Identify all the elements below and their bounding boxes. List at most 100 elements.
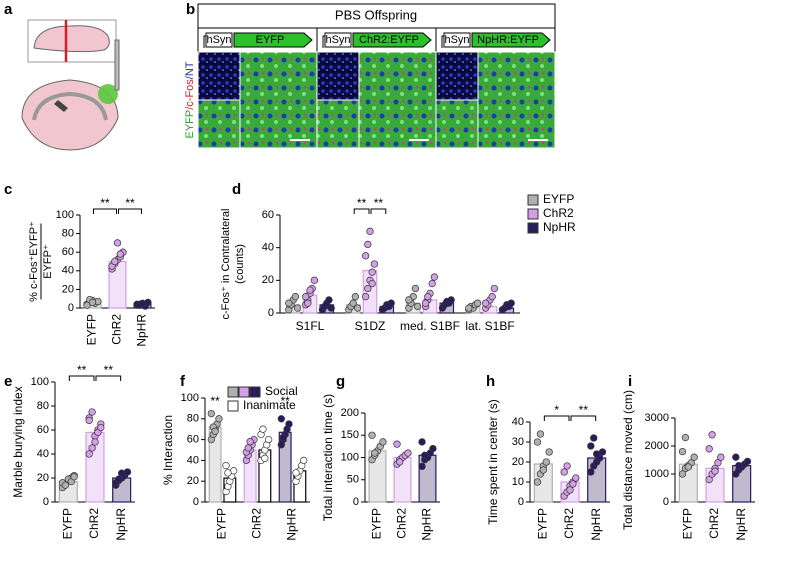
x-tick-label: ChR2 (395, 508, 409, 539)
data-point (301, 293, 310, 301)
legend-swatch (227, 386, 239, 398)
y-tick-label: 80 (62, 228, 74, 240)
panel-letter: f (180, 373, 186, 390)
panel-b-header (197, 3, 556, 29)
data-point (404, 449, 412, 457)
y-tick-label: 40 (512, 416, 524, 428)
data-point (593, 450, 601, 458)
data-point (587, 442, 595, 450)
data-point (368, 268, 376, 276)
significance-label: ** (125, 196, 135, 210)
data-point (572, 474, 580, 482)
side-label-part: EYFP (184, 110, 196, 139)
data-point (261, 454, 269, 462)
significance-bracket (95, 375, 122, 381)
y-tick-label: 50 (347, 474, 359, 486)
data-point (366, 227, 374, 235)
data-point (590, 434, 598, 442)
x-tick-label: ChR2 (87, 508, 101, 539)
data-point (473, 299, 482, 307)
promoter-box (205, 32, 233, 48)
side-label: EYFP/c-Fos/NT (184, 61, 196, 138)
data-point (690, 453, 698, 461)
y-tick-label: 100 (56, 209, 74, 221)
data-point (88, 444, 96, 452)
virus-site (98, 84, 118, 104)
y-tick-label: 0 (663, 496, 669, 508)
data-point (61, 481, 70, 489)
data-point (569, 480, 577, 488)
x-tick-label: ChR2 (707, 508, 721, 539)
y-tick-label: 40 (37, 448, 49, 460)
y-tick-label: 0 (518, 496, 524, 508)
ventricle (54, 100, 68, 112)
y-tick-label: 100 (341, 451, 359, 463)
data-point (684, 463, 692, 471)
data-point (277, 415, 285, 423)
data-point (418, 462, 426, 471)
legend-swatch (249, 386, 261, 398)
data-point (211, 427, 219, 435)
data-point (327, 304, 335, 312)
data-point (428, 279, 436, 288)
data-point (539, 466, 547, 474)
data-point (705, 475, 713, 484)
panel-letter: c (4, 181, 12, 198)
data-point (259, 425, 267, 433)
significance-bracket (68, 375, 95, 381)
data-point (542, 458, 550, 466)
data-point (711, 467, 719, 475)
data-point (387, 299, 395, 307)
x-tick-label: EYFP (681, 508, 695, 539)
micrograph-small (435, 51, 479, 101)
data-point (285, 299, 293, 307)
data-point (708, 431, 716, 439)
data-point (207, 409, 215, 418)
data-point (361, 252, 370, 260)
micrograph-small (316, 51, 360, 101)
x-tick-label: lat. S1BF (465, 319, 514, 333)
significance-bracket (118, 208, 142, 214)
data-point (265, 435, 273, 444)
data-point (88, 408, 96, 416)
data-point (379, 438, 387, 446)
data-point (481, 299, 490, 307)
micrograph (358, 51, 437, 149)
significance-label: ** (374, 196, 384, 210)
data-point (429, 444, 437, 453)
x-tick-label: ChR2 (250, 508, 264, 539)
x-tick-label: EYFP (215, 508, 229, 539)
data-point (705, 445, 713, 453)
legend-swatch (527, 194, 539, 206)
y-tick-label: 3000 (645, 412, 669, 424)
y-tick-label: 0 (268, 307, 274, 319)
x-tick-label: EYFP (536, 508, 550, 539)
data-point (361, 293, 370, 301)
side-label-part: /NT (184, 61, 196, 79)
gene-arrow (471, 32, 551, 48)
x-tick-label: NpHR (734, 508, 748, 541)
optic-fiber (114, 39, 120, 91)
x-tick-label: EYFP (61, 508, 75, 539)
y-tick-label: 20 (512, 456, 524, 468)
data-point (300, 456, 308, 465)
data-point (533, 478, 542, 486)
data-point (413, 302, 422, 311)
y-tick-label: 20 (187, 475, 199, 487)
significance-bracket (570, 415, 597, 421)
data-point (678, 470, 687, 478)
y-tick-label: 80 (187, 413, 199, 425)
significance-label: ** (77, 363, 87, 377)
data-point (304, 299, 312, 307)
promoter-box (324, 32, 352, 48)
y-axis-label: % Interaction (161, 415, 175, 485)
legend-swatch (527, 222, 539, 234)
y-tick-label: 30 (512, 436, 524, 448)
data-point (405, 296, 413, 304)
y-tick-label: 0 (68, 302, 74, 314)
data-point (396, 458, 404, 466)
y-tick-label: 40 (62, 265, 74, 277)
data-point (291, 293, 300, 301)
promoter-label: hSyn (325, 34, 350, 46)
